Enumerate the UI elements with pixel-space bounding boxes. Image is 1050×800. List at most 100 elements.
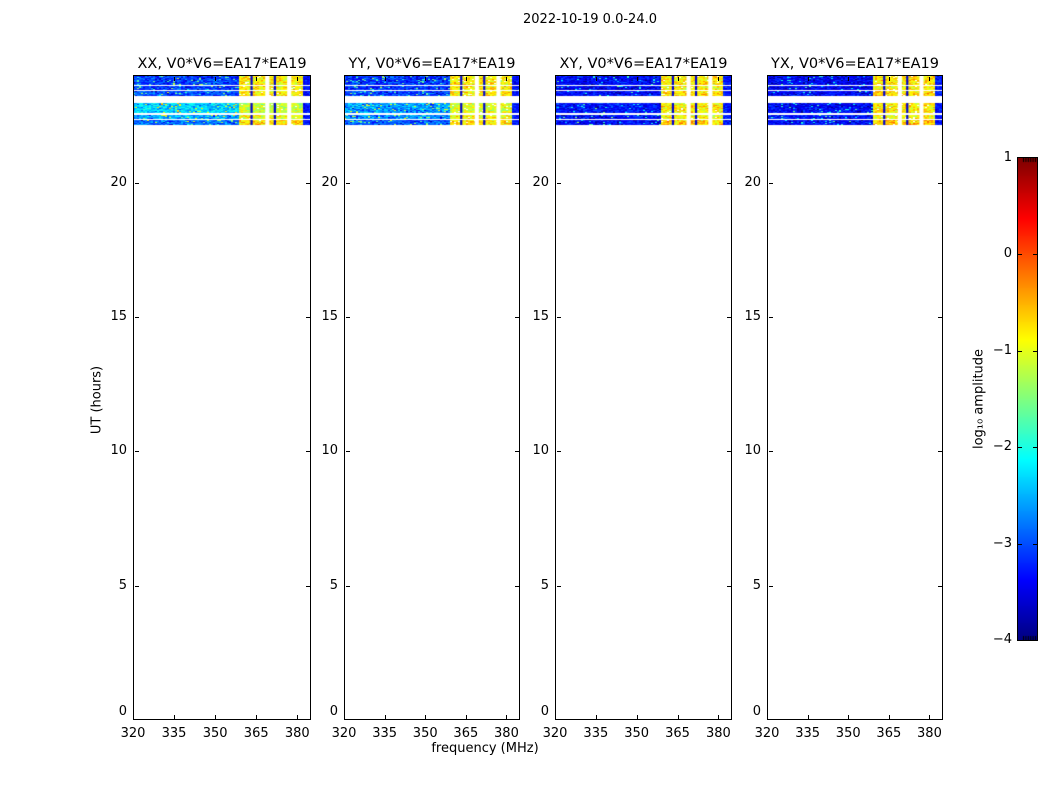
x-tick-label: 365 [665,726,690,741]
colorbar-tick-right [1033,254,1037,256]
x-tick-label: 320 [754,726,780,741]
panel-title-yy: YY, V0*V6=EA17*EA19 [348,56,516,72]
x-tick-label: 365 [876,726,902,741]
x-tick-bottom [506,714,508,719]
x-tick-top [465,76,467,81]
y-tick-label: 0 [540,704,549,719]
x-tick-bottom [677,714,679,719]
y-tick-label: 0 [329,704,338,719]
spectrogram-yy [344,75,520,720]
colorbar-tick-label: −1 [992,342,1012,358]
y-tick-label: 15 [532,308,549,324]
x-tick-bottom [718,714,720,719]
x-tick-top [767,76,768,81]
y-tick-left [345,451,350,453]
spectrogram-yx [767,75,943,720]
y-tick-right [514,451,519,453]
y-tick-label: 5 [540,577,549,593]
x-tick-top [215,76,217,81]
x-tick-label: 335 [372,726,398,741]
y-tick-label: 5 [752,577,761,593]
y-tick-right [305,451,310,453]
y-tick-label: 15 [110,308,127,324]
x-tick-label: 350 [835,726,861,741]
x-tick-bottom [174,714,176,719]
x-tick-top [929,76,931,81]
y-tick-right [305,182,310,184]
y-tick-label: 10 [110,443,127,459]
colorbar-tick-label: 1 [1003,150,1012,165]
y-tick-right [937,585,942,587]
y-tick-left [345,585,350,587]
x-tick-top [888,76,890,81]
colorbar-tick-left [1018,543,1022,545]
x-tick-label: 320 [331,726,357,741]
y-tick-right [305,316,310,318]
colorbar-tick-label: 0 [1003,246,1012,262]
figure-title: 2022-10-19 0.0-24.0 [523,12,657,27]
y-tick-right [514,585,519,587]
x-tick-label: 365 [243,726,269,741]
y-tick-left [768,451,773,453]
y-tick-left [556,451,561,453]
x-tick-label: 365 [453,726,479,741]
spectrogram-xx [133,75,311,720]
y-tick-left [768,585,773,587]
y-tick-label: 5 [118,577,127,593]
x-tick-bottom [425,714,427,719]
x-tick-label: 335 [795,726,821,741]
x-tick-label: 380 [284,726,310,741]
x-tick-label: 350 [412,726,438,741]
x-tick-label: 380 [917,726,942,741]
x-tick-bottom [133,714,134,719]
x-tick-label: 350 [624,726,650,741]
y-tick-label: 0 [752,704,761,719]
y-tick-left [134,182,139,184]
x-tick-top [256,76,258,81]
y-tick-right [726,451,731,453]
x-tick-bottom [595,714,597,719]
x-tick-label: 380 [705,726,731,741]
y-tick-label: 10 [321,443,338,459]
x-tick-bottom [848,714,850,719]
x-tick-label: 335 [583,726,609,741]
x-tick-bottom [215,714,217,719]
x-tick-bottom [256,714,258,719]
x-tick-top [384,76,386,81]
y-tick-label: 15 [321,308,338,324]
x-tick-bottom [384,714,386,719]
y-tick-right [726,182,731,184]
panel-title-xx: XX, V0*V6=EA17*EA19 [137,56,307,72]
colorbar-tick-right [1033,543,1037,545]
y-tick-right [514,182,519,184]
x-tick-bottom [297,714,299,719]
x-tick-bottom [465,714,467,719]
x-tick-top [506,76,508,81]
x-tick-top [344,76,345,81]
colorbar-tick-left [1018,350,1022,352]
y-tick-left [768,316,773,318]
x-tick-bottom [636,714,638,719]
y-tick-label: 5 [329,577,338,593]
y-tick-label: 20 [532,174,549,190]
x-tick-label: 320 [120,726,146,741]
y-tick-label: 15 [744,308,761,324]
y-tick-right [937,182,942,184]
x-tick-bottom [929,714,931,719]
y-tick-right [726,585,731,587]
y-tick-left [134,316,139,318]
x-tick-top [595,76,597,81]
x-tick-top [297,76,299,81]
y-tick-label: 10 [744,443,761,459]
x-tick-bottom [555,714,556,719]
y-tick-left [556,585,561,587]
colorbar-tick-left [1018,447,1022,449]
colorbar-tick-label: −4 [992,632,1012,647]
colorbar-label: log₁₀ amplitude [971,348,987,450]
x-tick-bottom [344,714,345,719]
panel-title-yx: YX, V0*V6=EA17*EA19 [770,56,939,72]
x-tick-label: 335 [161,726,187,741]
x-tick-label: 320 [542,726,568,741]
colorbar-tick-right [1033,350,1037,352]
